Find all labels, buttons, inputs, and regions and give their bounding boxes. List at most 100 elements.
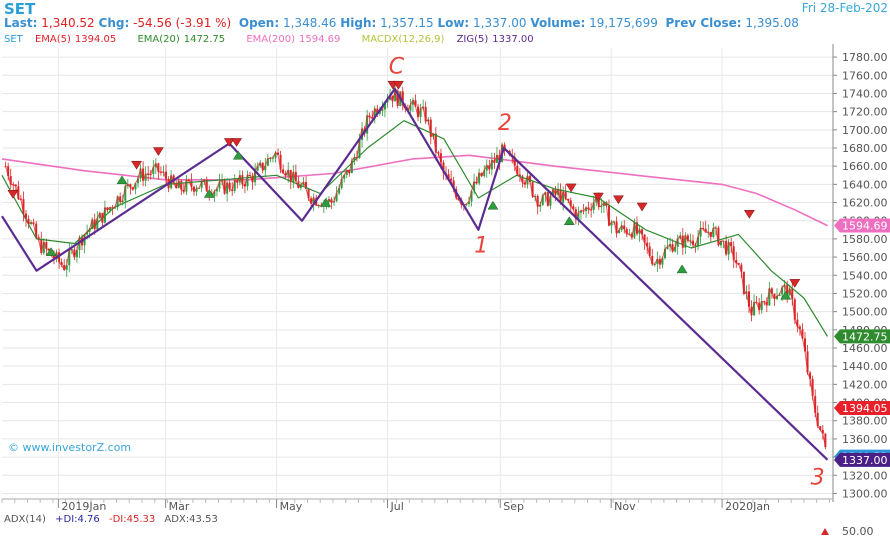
y-tick-label-1560: 1560.00	[842, 251, 888, 264]
candle-body	[45, 242, 48, 249]
candle-body	[531, 182, 534, 197]
ema20-path	[1, 120, 829, 337]
candle-body	[452, 180, 455, 190]
candle-body	[282, 169, 285, 174]
candle-body	[126, 184, 129, 187]
value-tag-2	[834, 400, 890, 415]
candle-body	[264, 165, 267, 171]
candle-body	[592, 202, 595, 211]
volume-label: Volume:	[530, 16, 586, 30]
candle-body	[661, 258, 664, 265]
price-line	[5, 90, 826, 448]
legend-ema5: EMA(5) 1394.05	[35, 34, 125, 45]
legend-zig: ZIG(5) 1337.00	[457, 34, 543, 45]
candle-body	[536, 196, 539, 207]
candle-body	[781, 287, 784, 295]
high-label: High:	[340, 16, 377, 30]
candle-body	[200, 181, 203, 188]
candle-body	[103, 207, 106, 223]
candle-body	[773, 293, 776, 299]
buy-marker-3	[232, 150, 244, 160]
candle-body	[610, 222, 613, 226]
sell-marker-4	[231, 138, 243, 147]
candle-body	[798, 326, 801, 330]
candle-body	[22, 199, 25, 214]
candle-body	[562, 191, 565, 203]
candle-body	[691, 240, 694, 245]
candle-body	[266, 158, 269, 166]
candle-body	[302, 182, 305, 185]
candle-body	[241, 175, 244, 185]
candle-body	[473, 181, 476, 191]
candle-body	[63, 265, 66, 270]
candle-body	[602, 202, 605, 207]
y-tick-label-1640: 1640.00	[842, 178, 888, 191]
zigzag-line	[1, 87, 829, 461]
candle-body	[742, 271, 745, 294]
adx-minus-di: -DI:45.33	[108, 514, 156, 525]
candle-body	[699, 227, 702, 237]
candle-body	[228, 182, 231, 190]
candle-body	[819, 426, 822, 430]
y-tick-label-1620: 1620.00	[842, 197, 888, 210]
date-label: Fri 28-Feb-202	[801, 1, 888, 15]
candle-body	[274, 152, 277, 158]
candle-body	[620, 225, 623, 231]
candle-body	[366, 115, 369, 134]
candle-body	[434, 133, 437, 153]
candle-body	[271, 157, 274, 159]
candle-body	[646, 242, 649, 247]
candle-body	[213, 191, 216, 196]
candle-body	[526, 175, 529, 185]
candle-body	[485, 165, 488, 171]
candle-body	[333, 201, 336, 203]
x-tick-label-0: 2019Jan	[61, 500, 106, 513]
candle-body	[376, 108, 379, 114]
candle-body	[165, 171, 168, 180]
sell-marker-12	[789, 279, 801, 288]
candle-body	[791, 288, 794, 300]
candle-body	[373, 108, 376, 119]
candle-body	[811, 378, 814, 397]
candle-body	[439, 153, 442, 163]
candle-body	[643, 234, 646, 243]
x-tick-label-2: May	[280, 500, 303, 513]
candle-body	[157, 163, 160, 172]
candle-body	[725, 240, 728, 255]
candle-body	[330, 199, 333, 203]
signal-markers	[7, 80, 801, 300]
quote-bar: Last: 1,340.52 Chg: -54.56 (-3.91 %) Ope…	[4, 16, 799, 30]
candle-body	[513, 157, 516, 166]
candle-body	[223, 180, 226, 194]
candle-body	[793, 299, 796, 320]
candle-body	[663, 248, 666, 259]
candle-body	[30, 222, 33, 224]
chg-label: Chg:	[98, 16, 130, 30]
value-tag-0	[834, 218, 890, 233]
candle-body	[305, 182, 308, 189]
candle-body	[226, 182, 229, 194]
open-value: 1,348.46	[282, 16, 337, 30]
candle-body	[770, 288, 773, 294]
candle-body	[389, 95, 392, 100]
candle-body	[277, 152, 280, 155]
buy-marker-6	[563, 216, 575, 225]
candle-body	[279, 154, 282, 170]
candle-body	[470, 190, 473, 202]
candle-body	[488, 165, 491, 170]
candle-body	[467, 201, 470, 205]
candle-body	[585, 207, 588, 212]
sell-marker-11	[743, 210, 755, 219]
candle-body	[335, 193, 338, 202]
candle-body	[417, 106, 420, 118]
value-tag-label-2: 1394.05	[842, 402, 888, 415]
candle-body	[256, 166, 259, 171]
candle-body	[47, 248, 50, 251]
candle-body	[91, 219, 94, 230]
candle-body	[129, 184, 132, 188]
y-tick-label-1440: 1440.00	[842, 360, 888, 373]
candle-body	[124, 186, 127, 201]
candle-body	[727, 242, 730, 255]
ema5-path	[5, 90, 826, 448]
